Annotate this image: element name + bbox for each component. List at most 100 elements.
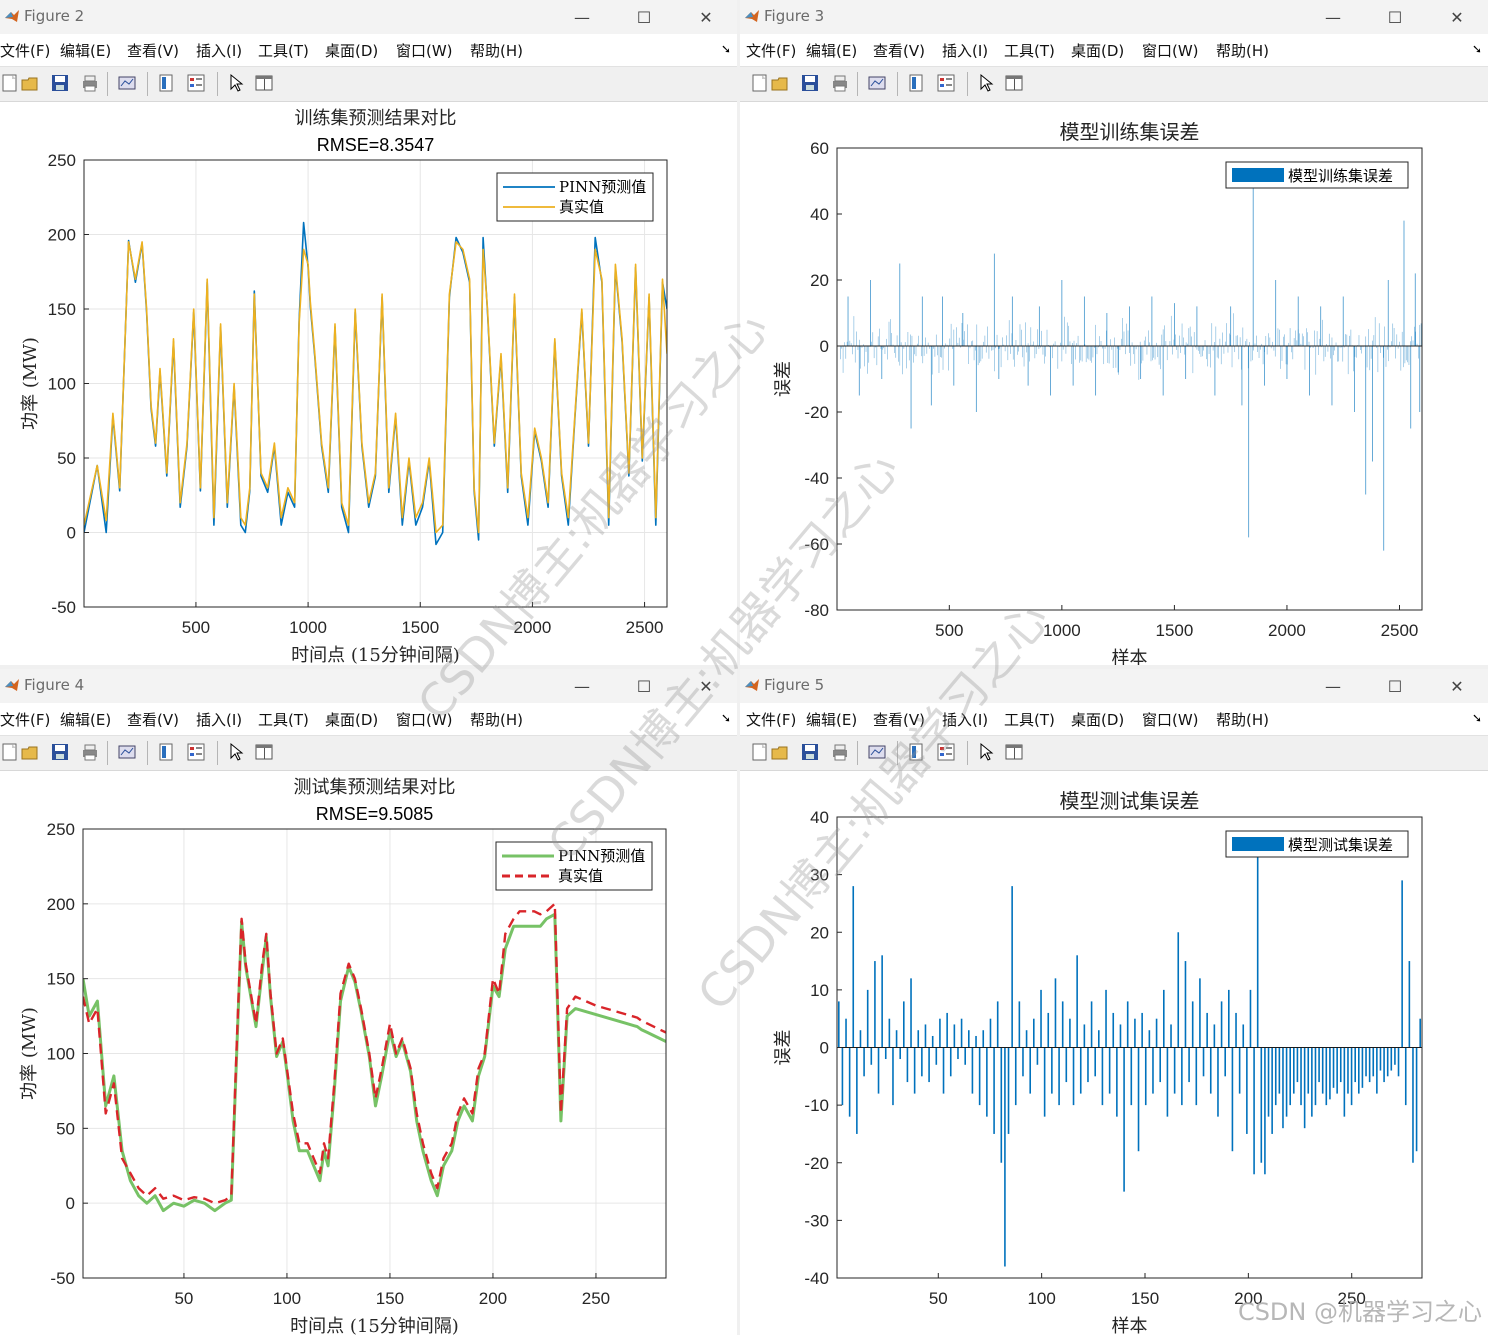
menu-item-4[interactable]: 工具(T)	[1004, 42, 1055, 60]
property-inspector-icon[interactable]	[1004, 742, 1024, 762]
menu-item-1[interactable]: 编辑(E)	[806, 42, 858, 60]
legend-icon[interactable]	[186, 73, 206, 93]
save-icon[interactable]	[800, 73, 820, 93]
minimize-button[interactable]: —	[1325, 7, 1341, 27]
open-file-icon[interactable]	[770, 742, 790, 762]
close-button[interactable]: ✕	[1450, 7, 1464, 27]
menu-item-4[interactable]: 工具(T)	[1004, 711, 1055, 729]
pointer-icon[interactable]	[226, 742, 246, 762]
open-file-icon[interactable]	[20, 73, 40, 93]
open-file-icon[interactable]	[20, 742, 40, 762]
new-figure-icon[interactable]	[0, 742, 20, 762]
link-plot-icon[interactable]	[867, 73, 887, 93]
print-icon[interactable]	[80, 742, 100, 762]
pointer-icon[interactable]	[976, 742, 996, 762]
menu-overflow-icon[interactable]: ➘	[1471, 711, 1482, 725]
legend[interactable]: 模型训练集误差	[1225, 161, 1409, 189]
axes-box	[836, 147, 1423, 611]
menu-item-2[interactable]: 查看(V)	[873, 711, 925, 729]
minimize-button[interactable]: —	[574, 676, 590, 696]
minimize-button[interactable]: —	[574, 7, 590, 27]
menu-item-4[interactable]: 工具(T)	[258, 42, 309, 60]
property-inspector-icon[interactable]	[254, 742, 274, 762]
save-icon[interactable]	[50, 742, 70, 762]
pointer-icon[interactable]	[226, 73, 246, 93]
maximize-button[interactable]: ☐	[1387, 7, 1403, 27]
menu-item-2[interactable]: 查看(V)	[873, 42, 925, 60]
menu-item-6[interactable]: 窗口(W)	[1142, 42, 1199, 60]
x-tick-label: 150	[1131, 1289, 1159, 1308]
menu-item-2[interactable]: 查看(V)	[127, 711, 179, 729]
new-figure-icon[interactable]	[0, 73, 20, 93]
menu-item-7[interactable]: 帮助(H)	[470, 711, 523, 729]
menu-item-0[interactable]: 文件(F)	[746, 711, 797, 729]
colorbar-icon[interactable]	[906, 742, 926, 762]
menu-item-4[interactable]: 工具(T)	[258, 711, 309, 729]
menu-overflow-icon[interactable]: ➘	[720, 711, 731, 725]
toolbar-separator	[217, 741, 218, 765]
print-icon[interactable]	[80, 73, 100, 93]
save-icon[interactable]	[800, 742, 820, 762]
figure-canvas: 50 100 150 200 250 -50 0 50 100 150 200 250 测试集预测结果对…	[0, 771, 737, 1335]
y-axis-label: 功率 (MW)	[19, 1007, 40, 1100]
legend-icon[interactable]	[186, 742, 206, 762]
menu-item-6[interactable]: 窗口(W)	[396, 42, 453, 60]
menu-overflow-icon[interactable]: ➘	[720, 42, 731, 56]
colorbar-icon[interactable]	[156, 742, 176, 762]
menu-item-0[interactable]: 文件(F)	[0, 711, 51, 729]
new-figure-icon[interactable]	[750, 742, 770, 762]
property-inspector-icon[interactable]	[1004, 73, 1024, 93]
y-tick-label: 150	[48, 300, 76, 319]
menu-item-0[interactable]: 文件(F)	[746, 42, 797, 60]
property-inspector-icon[interactable]	[254, 73, 274, 93]
x-tick-label: 200	[479, 1289, 507, 1308]
menu-overflow-icon[interactable]: ➘	[1471, 42, 1482, 56]
menu-item-6[interactable]: 窗口(W)	[396, 711, 453, 729]
menu-item-5[interactable]: 桌面(D)	[325, 711, 379, 729]
print-icon[interactable]	[830, 73, 850, 93]
print-icon[interactable]	[830, 742, 850, 762]
window-title: Figure 2	[24, 7, 85, 25]
minimize-button[interactable]: —	[1325, 676, 1341, 696]
pointer-icon[interactable]	[976, 73, 996, 93]
maximize-button[interactable]: ☐	[1387, 676, 1403, 696]
menu-item-3[interactable]: 插入(I)	[942, 711, 989, 729]
x-axis-label: 样本	[1112, 1316, 1148, 1335]
link-plot-icon[interactable]	[117, 742, 137, 762]
menu-item-3[interactable]: 插入(I)	[196, 711, 243, 729]
menu-item-7[interactable]: 帮助(H)	[1216, 42, 1269, 60]
legend-icon[interactable]	[936, 742, 956, 762]
open-file-icon[interactable]	[770, 73, 790, 93]
series-line-truth	[84, 241, 667, 534]
menu-item-5[interactable]: 桌面(D)	[325, 42, 379, 60]
colorbar-icon[interactable]	[906, 73, 926, 93]
close-button[interactable]: ✕	[699, 676, 713, 696]
legend-icon[interactable]	[936, 73, 956, 93]
menu-item-5[interactable]: 桌面(D)	[1071, 711, 1125, 729]
new-figure-icon[interactable]	[750, 73, 770, 93]
menu-item-7[interactable]: 帮助(H)	[470, 42, 523, 60]
close-button[interactable]: ✕	[699, 7, 713, 27]
menu-item-0[interactable]: 文件(F)	[0, 42, 51, 60]
menu-item-6[interactable]: 窗口(W)	[1142, 711, 1199, 729]
menu-item-1[interactable]: 编辑(E)	[60, 711, 112, 729]
save-icon[interactable]	[50, 73, 70, 93]
colorbar-icon[interactable]	[156, 73, 176, 93]
menu-item-1[interactable]: 编辑(E)	[60, 42, 112, 60]
menu-item-5[interactable]: 桌面(D)	[1071, 42, 1125, 60]
menu-item-3[interactable]: 插入(I)	[942, 42, 989, 60]
menu-item-2[interactable]: 查看(V)	[127, 42, 179, 60]
menu-item-1[interactable]: 编辑(E)	[806, 711, 858, 729]
link-plot-icon[interactable]	[867, 742, 887, 762]
close-button[interactable]: ✕	[1450, 676, 1464, 696]
maximize-button[interactable]: ☐	[636, 7, 652, 27]
menu-item-3[interactable]: 插入(I)	[196, 42, 243, 60]
y-tick-label: -80	[804, 601, 829, 620]
legend[interactable]: 模型测试集误差	[1225, 830, 1409, 858]
x-tick-label: 2500	[1381, 621, 1419, 640]
link-plot-icon[interactable]	[117, 73, 137, 93]
menu-item-7[interactable]: 帮助(H)	[1216, 711, 1269, 729]
maximize-button[interactable]: ☐	[636, 676, 652, 696]
